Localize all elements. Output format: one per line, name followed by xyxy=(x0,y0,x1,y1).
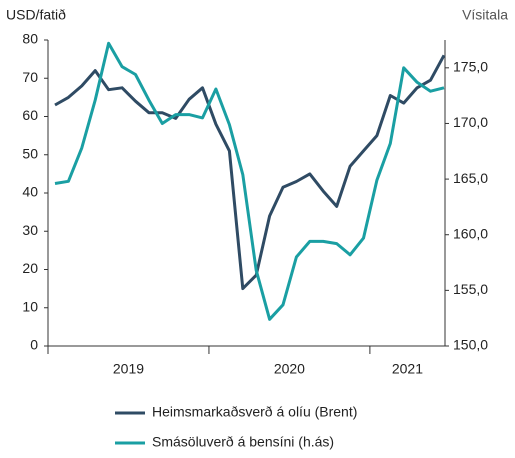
legend-label: Smásöluverð á bensíni (h.ás) xyxy=(152,434,334,450)
legend-label: Heimsmarkaðsverð á olíu (Brent) xyxy=(152,404,357,420)
y2-tick-label: 155,0 xyxy=(453,281,488,297)
series-line xyxy=(54,41,445,321)
y-tick-label: 10 xyxy=(22,298,38,314)
y2-tick-label: 160,0 xyxy=(453,225,488,241)
y-tick-label: 60 xyxy=(22,107,38,123)
x-tick-label: 2021 xyxy=(392,361,423,377)
y-tick-label: 50 xyxy=(22,145,38,161)
x-tick-label: 2020 xyxy=(274,361,305,377)
y2-tick-label: 165,0 xyxy=(453,170,488,186)
y-tick-label: 0 xyxy=(30,337,38,353)
y2-tick-label: 150,0 xyxy=(453,337,488,353)
y-tick-label: 20 xyxy=(22,260,38,276)
y2-tick-label: 175,0 xyxy=(453,59,488,75)
y-tick-label: 80 xyxy=(22,31,38,47)
y-axis-title: USD/fatið xyxy=(6,7,66,23)
y2-tick-label: 170,0 xyxy=(453,114,488,130)
y2-axis-title: Vísitala xyxy=(462,7,508,23)
y-tick-label: 70 xyxy=(22,69,38,85)
y-tick-label: 40 xyxy=(22,184,38,200)
y-tick-label: 30 xyxy=(22,222,38,238)
x-tick-label: 2019 xyxy=(113,361,144,377)
series-line xyxy=(54,54,446,291)
